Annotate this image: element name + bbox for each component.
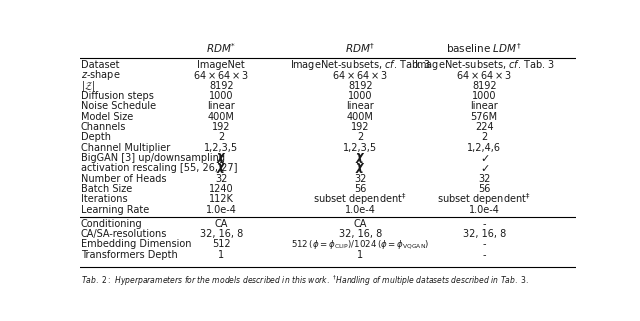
- Text: $\mathit{RDM}^{*}$: $\mathit{RDM}^{*}$: [206, 41, 237, 55]
- Text: Channel Multiplier: Channel Multiplier: [81, 143, 170, 153]
- Text: BigGAN [3] up/downsampling: BigGAN [3] up/downsampling: [81, 153, 225, 163]
- Text: 1.0e-4: 1.0e-4: [345, 205, 376, 215]
- Text: 1: 1: [357, 250, 364, 260]
- Text: 1.0e-4: 1.0e-4: [469, 205, 500, 215]
- Text: Transformers Depth: Transformers Depth: [81, 250, 178, 260]
- Text: 8192: 8192: [348, 81, 372, 91]
- Text: Model Size: Model Size: [81, 112, 133, 122]
- Text: 8192: 8192: [209, 81, 234, 91]
- Text: 32, 16, 8: 32, 16, 8: [339, 229, 382, 239]
- Text: -: -: [483, 239, 486, 249]
- Text: 112K: 112K: [209, 195, 234, 204]
- Text: $\boldsymbol{\chi}$: $\boldsymbol{\chi}$: [216, 151, 227, 165]
- Text: $\mathit{RDM}^{\dagger}$: $\mathit{RDM}^{\dagger}$: [345, 41, 376, 55]
- Text: 32: 32: [354, 174, 367, 184]
- Text: -: -: [483, 219, 486, 229]
- Text: 56: 56: [354, 184, 367, 194]
- Text: Noise Schedule: Noise Schedule: [81, 101, 156, 111]
- Text: linear: linear: [207, 101, 236, 111]
- Text: 1000: 1000: [348, 91, 372, 101]
- Text: 56: 56: [478, 184, 490, 194]
- Text: 1240: 1240: [209, 184, 234, 194]
- Text: $\boldsymbol{\chi}$: $\boldsymbol{\chi}$: [216, 161, 227, 175]
- Text: 32: 32: [478, 174, 490, 184]
- Text: Iterations: Iterations: [81, 195, 127, 204]
- Text: linear: linear: [346, 101, 374, 111]
- Text: 512: 512: [212, 239, 230, 249]
- Text: $|\mathcal{Z}|$: $|\mathcal{Z}|$: [81, 79, 95, 93]
- Text: ImageNet: ImageNet: [198, 60, 245, 70]
- Text: 1,2,4,6: 1,2,4,6: [467, 143, 501, 153]
- Text: 1: 1: [218, 250, 225, 260]
- Text: 1000: 1000: [209, 91, 234, 101]
- Text: Channels: Channels: [81, 122, 126, 132]
- Text: 2: 2: [218, 132, 225, 143]
- Text: CA/SA-resolutions: CA/SA-resolutions: [81, 229, 168, 239]
- Text: 192: 192: [351, 122, 369, 132]
- Text: 400M: 400M: [347, 112, 374, 122]
- Text: subset dependent$^{\ddagger}$: subset dependent$^{\ddagger}$: [314, 192, 407, 207]
- Text: $\mathit{Tab.\ 2:\ Hyperparameters\ for\ the\ models\ described\ in\ this\ work.: $\mathit{Tab.\ 2:\ Hyperparameters\ for\…: [81, 273, 529, 288]
- Text: $z$-shape: $z$-shape: [81, 68, 120, 82]
- Text: Conditioning: Conditioning: [81, 219, 143, 229]
- Text: CA: CA: [353, 219, 367, 229]
- Text: baseline $\mathit{LDM}^{\dagger}$: baseline $\mathit{LDM}^{\dagger}$: [446, 41, 522, 55]
- Text: $512\,(\phi=\phi_{\mathrm{CLIP}})/1024\,(\phi=\phi_{\mathrm{VQGAN}})$: $512\,(\phi=\phi_{\mathrm{CLIP}})/1024\,…: [291, 238, 429, 251]
- Text: ImageNet-subsets, $\mathit{cf}$. Tab. 3: ImageNet-subsets, $\mathit{cf}$. Tab. 3: [290, 58, 431, 72]
- Text: $64\times64\times3$: $64\times64\times3$: [332, 69, 388, 81]
- Text: -: -: [483, 250, 486, 260]
- Text: 576M: 576M: [470, 112, 498, 122]
- Text: Dataset: Dataset: [81, 60, 120, 70]
- Text: 1,2,3,5: 1,2,3,5: [204, 143, 239, 153]
- Text: 2: 2: [357, 132, 364, 143]
- Text: $\checkmark$: $\checkmark$: [479, 163, 489, 173]
- Text: Depth: Depth: [81, 132, 111, 143]
- Text: activation rescaling [55, 26, 27]: activation rescaling [55, 26, 27]: [81, 163, 237, 173]
- Text: $64\times64\times3$: $64\times64\times3$: [193, 69, 250, 81]
- Text: 1.0e-4: 1.0e-4: [206, 205, 237, 215]
- Text: $\checkmark$: $\checkmark$: [479, 153, 489, 163]
- Text: Batch Size: Batch Size: [81, 184, 132, 194]
- Text: $64\times64\times3$: $64\times64\times3$: [456, 69, 512, 81]
- Text: $\boldsymbol{\chi}$: $\boldsymbol{\chi}$: [355, 161, 365, 175]
- Text: 400M: 400M: [208, 112, 235, 122]
- Text: 224: 224: [475, 122, 493, 132]
- Text: subset dependent$^{\ddagger}$: subset dependent$^{\ddagger}$: [438, 192, 531, 207]
- Text: 32, 16, 8: 32, 16, 8: [200, 229, 243, 239]
- Text: 1,2,3,5: 1,2,3,5: [343, 143, 378, 153]
- Text: 1000: 1000: [472, 91, 497, 101]
- Text: 32: 32: [215, 174, 228, 184]
- Text: 2: 2: [481, 132, 488, 143]
- Text: 8192: 8192: [472, 81, 497, 91]
- Text: linear: linear: [470, 101, 498, 111]
- Text: Diffusion steps: Diffusion steps: [81, 91, 154, 101]
- Text: Embedding Dimension: Embedding Dimension: [81, 239, 191, 249]
- Text: ImageNet-subsets, $\mathit{cf}$. Tab. 3: ImageNet-subsets, $\mathit{cf}$. Tab. 3: [413, 58, 555, 72]
- Text: $\boldsymbol{\chi}$: $\boldsymbol{\chi}$: [355, 151, 365, 165]
- Text: 192: 192: [212, 122, 230, 132]
- Text: 32, 16, 8: 32, 16, 8: [463, 229, 506, 239]
- Text: Learning Rate: Learning Rate: [81, 205, 149, 215]
- Text: Number of Heads: Number of Heads: [81, 174, 166, 184]
- Text: CA: CA: [214, 219, 228, 229]
